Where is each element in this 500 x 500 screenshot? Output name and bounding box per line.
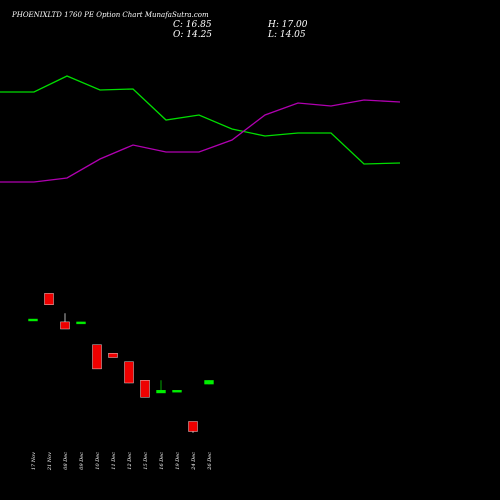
candle-body bbox=[60, 321, 70, 330]
candlesticks bbox=[28, 293, 214, 433]
x-tick-label: 26 Dec bbox=[207, 452, 213, 471]
candle-body bbox=[172, 390, 182, 393]
candle-body bbox=[44, 293, 54, 305]
x-tick-label: 19 Dec bbox=[175, 452, 181, 470]
candle-body bbox=[92, 344, 102, 370]
candle-body bbox=[156, 390, 166, 394]
x-tick-label: 24 Dec bbox=[191, 452, 197, 471]
candle-body bbox=[204, 380, 214, 385]
close-value: C: 16.85 bbox=[173, 20, 212, 30]
x-tick-label: 11 Dec bbox=[111, 452, 117, 470]
x-tick-label: 17 Nov bbox=[31, 452, 37, 470]
x-tick-label: 08 Dec bbox=[63, 452, 69, 470]
x-tick-label: 21 Nov bbox=[47, 452, 53, 471]
high-value: H: 17.00 bbox=[268, 20, 308, 30]
candle-body bbox=[188, 421, 198, 432]
candle-body bbox=[140, 380, 150, 398]
x-axis-labels: 17 Nov 21 Nov 08 Dec 09 Dec 10 Dec 11 Dec 12 D… bbox=[31, 452, 213, 471]
x-tick-label: 10 Dec bbox=[95, 452, 101, 470]
indicator-lines bbox=[0, 75, 401, 183]
indicator-line-0 bbox=[0, 75, 401, 165]
candle-body bbox=[76, 321, 86, 325]
candle-body bbox=[124, 361, 134, 384]
x-tick-label: 16 Dec bbox=[159, 452, 165, 470]
indicator-line-1 bbox=[0, 99, 401, 183]
low-value: L: 14.05 bbox=[268, 30, 306, 40]
candle-body bbox=[28, 318, 38, 322]
x-tick-label: 12 Dec bbox=[127, 452, 133, 470]
chart-title: PHOENIXLTD 1760 PE Option Chart MunafaSu… bbox=[12, 11, 209, 19]
x-tick-label: 09 Dec bbox=[79, 452, 85, 470]
x-tick-label: 15 Dec bbox=[143, 452, 149, 470]
candle-body bbox=[108, 353, 118, 358]
open-value: O: 14.25 bbox=[173, 30, 213, 40]
